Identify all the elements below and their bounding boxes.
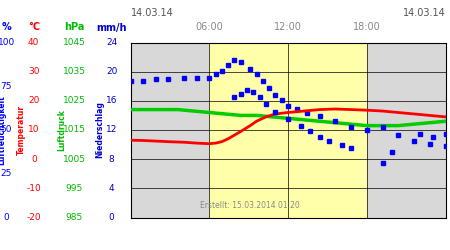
Text: 0: 0 [31, 155, 36, 164]
Text: 1005: 1005 [63, 155, 86, 164]
Text: 30: 30 [28, 67, 40, 76]
Text: 20: 20 [28, 96, 40, 105]
Text: mm/h: mm/h [96, 22, 127, 32]
Text: 4: 4 [109, 184, 114, 193]
Text: 06:00: 06:00 [195, 22, 223, 32]
Text: 0: 0 [109, 213, 114, 222]
Text: 1045: 1045 [63, 38, 86, 47]
Text: 20: 20 [106, 67, 117, 76]
Text: 1035: 1035 [63, 67, 86, 76]
Text: 12:00: 12:00 [274, 22, 302, 32]
Text: 14.03.14: 14.03.14 [130, 8, 173, 18]
Text: Temperatur: Temperatur [17, 105, 26, 155]
Bar [209, 42, 367, 218]
Text: 14.03.14: 14.03.14 [403, 8, 446, 18]
Text: 12: 12 [106, 126, 117, 134]
Text: Niederschlag: Niederschlag [95, 102, 104, 158]
Text: 1015: 1015 [63, 126, 86, 134]
Text: 995: 995 [66, 184, 83, 193]
Text: Erstellt: 15.03.2014 01:20: Erstellt: 15.03.2014 01:20 [200, 202, 300, 210]
Text: °C: °C [28, 22, 40, 32]
Text: 10: 10 [28, 126, 40, 134]
Text: -20: -20 [27, 213, 41, 222]
Text: 40: 40 [28, 38, 40, 47]
Text: 0: 0 [4, 213, 9, 222]
Text: 985: 985 [66, 213, 83, 222]
Text: 25: 25 [0, 169, 12, 178]
Text: 100: 100 [0, 38, 15, 47]
Text: 1025: 1025 [63, 96, 86, 105]
Text: 18:00: 18:00 [353, 22, 381, 32]
Text: 50: 50 [0, 126, 12, 134]
Text: Luftfeuchtigkeit: Luftfeuchtigkeit [0, 95, 6, 165]
Text: hPa: hPa [64, 22, 85, 32]
Text: %: % [1, 22, 11, 32]
Text: 75: 75 [0, 82, 12, 91]
Text: 8: 8 [109, 155, 114, 164]
Text: -10: -10 [27, 184, 41, 193]
Text: 24: 24 [106, 38, 117, 47]
Text: Luftdruck: Luftdruck [58, 109, 67, 151]
Text: 16: 16 [106, 96, 117, 105]
